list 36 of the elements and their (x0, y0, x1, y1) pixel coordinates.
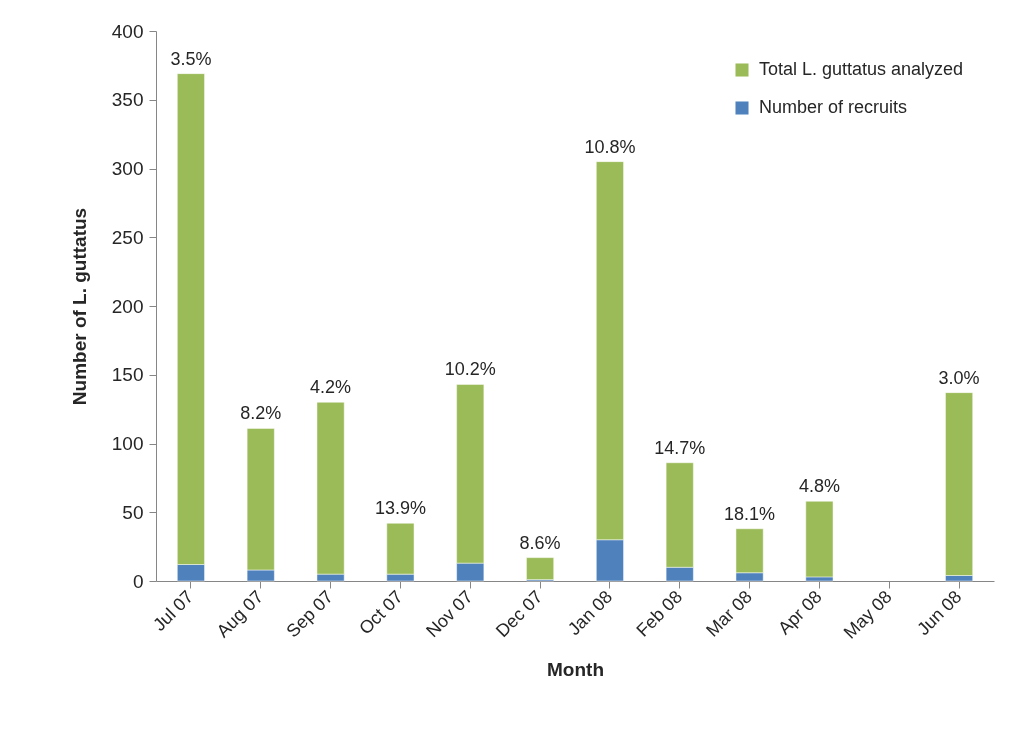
y-tick-label: 300 (111, 158, 144, 179)
y-tick-label: 100 (111, 433, 144, 454)
x-tick-label: Jun 08 (913, 586, 966, 640)
y-tick-label: 200 (111, 295, 144, 317)
y-axis-title: Number of L. guttatus (68, 207, 90, 406)
y-tick-label: 350 (111, 89, 144, 111)
annotation: 4.8% (798, 476, 840, 497)
x-tick-label: Mar 08 (702, 586, 756, 641)
annotation: 3.5% (170, 48, 212, 69)
x-tick-label: Dec 07 (491, 586, 547, 642)
x-tick-label: Jul 07 (149, 586, 198, 635)
x-tick-label: Sep 07 (282, 586, 337, 642)
annotation: 8.2% (240, 403, 282, 424)
annotation: 10.8% (584, 136, 636, 157)
y-tick-label: 250 (111, 226, 144, 248)
x-axis-title: Month (547, 658, 604, 680)
x-tick-label: Jan 08 (563, 586, 617, 640)
annotation: 14.7% (654, 437, 706, 458)
y-tick-label: 150 (111, 364, 144, 386)
annotation: 13.9% (374, 498, 426, 519)
annotation: 18.1% (724, 503, 776, 524)
y-tick-label: 50 (122, 501, 144, 523)
legend-label: Number of recruits (759, 97, 908, 117)
x-tick-label: Aug 07 (212, 586, 268, 642)
annotation: 4.2% (310, 377, 352, 398)
x-tick-label: May 08 (839, 586, 896, 643)
x-tick-label: Oct 07 (355, 586, 407, 639)
legend-label: Total L. guttatus analyzed (759, 59, 964, 79)
x-tick-label: Feb 08 (632, 586, 687, 641)
annotation: 10.2% (444, 359, 496, 380)
annotation: 3.0% (938, 367, 980, 388)
annotation: 8.6% (519, 532, 561, 553)
y-tick-label: 0 (132, 570, 144, 592)
x-tick-label: Nov 07 (422, 586, 477, 642)
x-tick-label: Apr 08 (774, 586, 826, 639)
y-tick-label: 400 (111, 20, 144, 42)
